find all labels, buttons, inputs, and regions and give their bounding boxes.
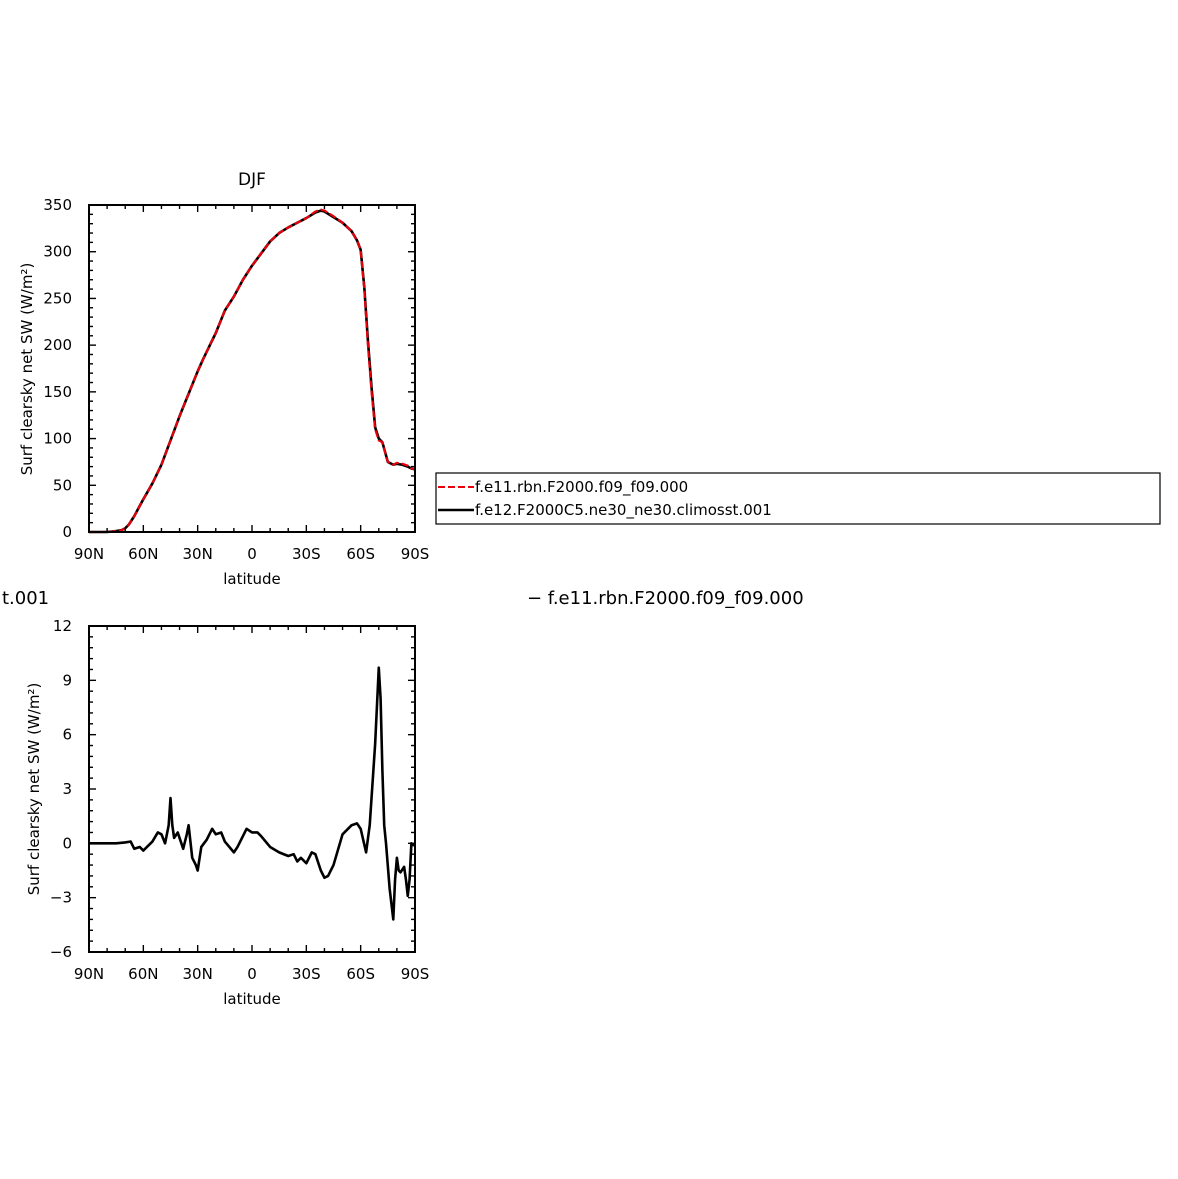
bottom-y-tick-label: −3 <box>50 889 72 907</box>
bottom-y-ticks: −6 −3 0 3 6 9 12 <box>50 617 415 961</box>
top-series-line-1 <box>89 209 416 534</box>
top-x-tick-label: 30S <box>292 545 321 563</box>
top-x-tick-label: 30N <box>183 545 213 563</box>
bottom-y-tick-label: 12 <box>53 617 72 635</box>
top-y-tick-label: 100 <box>43 430 72 448</box>
top-x-axis-label: latitude <box>223 570 281 588</box>
bottom-y-tick-label: 3 <box>62 780 72 798</box>
bottom-title-fragment: t.001 <box>2 588 49 609</box>
bottom-x-tick-label: 30S <box>292 965 321 983</box>
top-x-tick-label: 60S <box>346 545 375 563</box>
top-x-tick-label: 90N <box>74 545 104 563</box>
legend-label-0: f.e11.rbn.F2000.f09_f09.000 <box>475 478 688 497</box>
top-title: DJF <box>238 170 266 190</box>
top-y-tick-label: 150 <box>43 383 72 401</box>
bottom-title-right: − f.e11.rbn.F2000.f09_f09.000 <box>527 588 804 609</box>
top-y-tick-label: 300 <box>43 243 72 261</box>
top-y-tick-label: 250 <box>43 289 72 307</box>
bottom-x-tick-label: 90N <box>74 965 104 983</box>
bottom-x-tick-label: 90S <box>401 965 430 983</box>
bottom-x-tick-label: 60S <box>346 965 375 983</box>
bottom-y-tick-label: 6 <box>62 726 72 744</box>
top-x-tick-label: 60N <box>128 545 158 563</box>
top-x-tick-label: 90S <box>401 545 430 563</box>
legend-box <box>435 472 1161 525</box>
top-plot-area <box>89 208 416 534</box>
bottom-panel: t.001 − f.e11.rbn.F2000.f09_f09.000 90N 6… <box>2 588 804 1008</box>
top-series-line-0 <box>89 208 416 534</box>
bottom-y-tick-label: 9 <box>62 671 72 689</box>
bottom-y-tick-label: 0 <box>62 834 72 852</box>
bottom-x-tick-label: 0 <box>247 965 257 983</box>
top-panel: DJF 90N 60N 30N 0 30S 60S 90S 0 50 100 150 200 250 3… <box>18 170 429 588</box>
bottom-plot-area <box>89 666 416 921</box>
top-y-tick-label: 350 <box>43 196 72 214</box>
top-y-tick-label: 50 <box>53 476 72 494</box>
bottom-y-axis-label: Surf clearsky net SW (W/m²) <box>25 683 43 896</box>
bottom-x-tick-label: 60N <box>128 965 158 983</box>
bottom-series-line-0 <box>89 666 416 921</box>
bottom-y-tick-label: −6 <box>50 943 72 961</box>
legend: f.e11.rbn.F2000.f09_f09.000 f.e12.F2000C… <box>435 472 1161 525</box>
top-y-tick-label: 0 <box>62 523 72 541</box>
top-x-ticks: 90N 60N 30N 0 30S 60S 90S <box>74 205 429 563</box>
bottom-x-axis-label: latitude <box>223 990 281 1008</box>
legend-label-1: f.e12.F2000C5.ne30_ne30.climosst.001 <box>475 501 772 520</box>
top-plot-frame <box>88 204 416 533</box>
top-x-tick-label: 0 <box>247 545 257 563</box>
top-y-axis-label: Surf clearsky net SW (W/m²) <box>18 263 36 476</box>
bottom-plot-frame <box>88 625 416 953</box>
top-y-tick-label: 200 <box>43 336 72 354</box>
top-y-ticks: 0 50 100 150 200 250 300 350 <box>43 196 415 541</box>
bottom-x-tick-label: 30N <box>183 965 213 983</box>
bottom-x-ticks: 90N 60N 30N 0 30S 60S 90S <box>74 626 429 983</box>
